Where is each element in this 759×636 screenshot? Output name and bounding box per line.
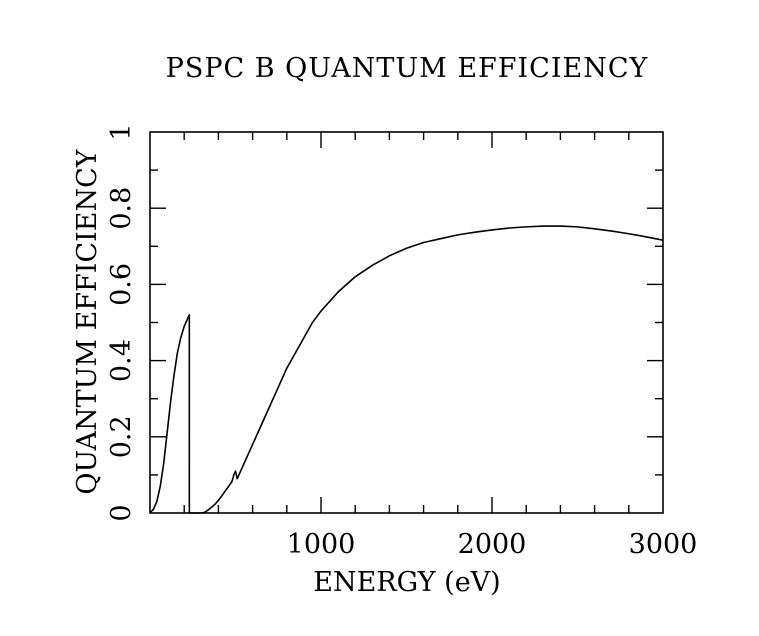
- y-tick-label: 0.2: [106, 415, 137, 458]
- x-tick-label: 2000: [458, 529, 527, 560]
- x-tick-label: 1000: [287, 529, 356, 560]
- y-tick-label: 0.6: [106, 263, 137, 306]
- y-tick-label: 1: [106, 123, 137, 140]
- plot-frame: [149, 131, 664, 514]
- efficiency-curve: [149, 225, 664, 514]
- y-tick-label: 0: [106, 504, 137, 521]
- x-tick-label: 3000: [629, 529, 698, 560]
- y-tick-label: 0.4: [106, 339, 137, 382]
- axis-tick-labels: 1000 2000 3000 0 0.2 0.4 0.6 0.8 1: [106, 123, 697, 560]
- chart-title: PSPC B QUANTUM EFFICIENCY: [166, 53, 649, 84]
- y-tick-label: 0.8: [106, 187, 137, 230]
- axis-ticks: [150, 132, 663, 513]
- y-axis-title: QUANTUM EFFICIENCY: [72, 148, 103, 494]
- x-axis-title: ENERGY (eV): [313, 567, 500, 598]
